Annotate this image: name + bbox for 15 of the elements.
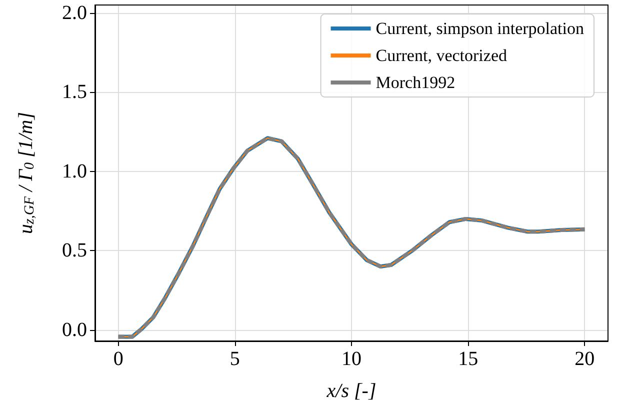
y-tick-label: 0.5 xyxy=(62,240,87,262)
legend-label: Morch1992 xyxy=(376,73,456,92)
x-tick-label: 15 xyxy=(458,348,478,370)
y-tick-label: 2.0 xyxy=(62,2,87,24)
y-axis-title: uz,GF / Γ0 [1/m] xyxy=(15,112,38,234)
x-tick-label: 0 xyxy=(113,348,124,370)
y-tick-label: 1.0 xyxy=(62,160,87,182)
x-tick-label: 20 xyxy=(574,348,595,370)
y-tick-label: 0.0 xyxy=(62,318,87,341)
legend-label: Current, vectorized xyxy=(376,46,508,65)
y-tick-label: 1.5 xyxy=(62,81,87,104)
x-axis-title: x/s [-] xyxy=(326,380,376,402)
x-tick-label: 10 xyxy=(342,348,362,370)
x-tick-label: 5 xyxy=(230,348,240,370)
legend-label: Current, simpson interpolation xyxy=(376,19,584,38)
